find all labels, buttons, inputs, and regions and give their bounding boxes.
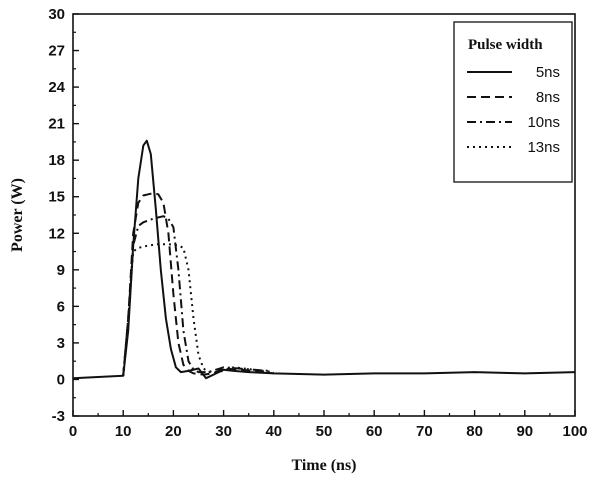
legend-label-13ns: 13ns [527,139,560,156]
x-tick-label: 40 [265,423,282,440]
y-tick-label: 6 [57,298,65,315]
y-tick-label: 3 [57,335,65,352]
y-tick-label: 30 [48,6,65,23]
y-tick-label: 21 [48,116,65,133]
x-tick-label: 30 [215,423,232,440]
legend-label-8ns: 8ns [536,89,560,106]
x-tick-label: 80 [466,423,483,440]
y-tick-label: -3 [52,408,65,425]
legend-title: Pulse width [468,37,543,53]
y-tick-label: 27 [48,43,65,60]
ticks-layer: 0 10 20 30 40 50 60 70 80 90 100-30369121518212427… [48,6,587,440]
y-tick-label: 12 [48,225,65,242]
y-tick-label: 9 [57,262,65,279]
x-tick-label: 100 [562,423,587,440]
x-tick-label: 60 [366,423,383,440]
series-line-8ns [122,192,274,376]
series-line-13ns [122,243,274,376]
series-line-10ns [122,215,269,376]
legend-box [453,21,573,183]
x-tick-label: 10 [115,423,132,440]
y-axis-title: Power (W) [9,178,26,252]
series-layer [72,139,576,380]
y-tick-label: 15 [48,189,65,206]
x-tick-label: 50 [316,423,333,440]
y-tick-label: 18 [48,152,65,169]
legend-label-10ns: 10ns [527,114,560,131]
x-tick-label: 70 [416,423,433,440]
legend-label-5ns: 5ns [536,64,560,81]
y-tick-label: 24 [48,79,65,96]
x-tick-label: 0 [69,423,77,440]
series-line-5ns [72,139,576,380]
y-tick-label: 0 [57,371,65,388]
x-tick-label: 20 [165,423,182,440]
x-axis-title: Time (ns) [291,457,356,474]
plot-area-frame [72,13,576,417]
x-tick-label: 90 [516,423,533,440]
legend: Pulse width 5ns 8ns 10ns 13ns [453,21,573,183]
